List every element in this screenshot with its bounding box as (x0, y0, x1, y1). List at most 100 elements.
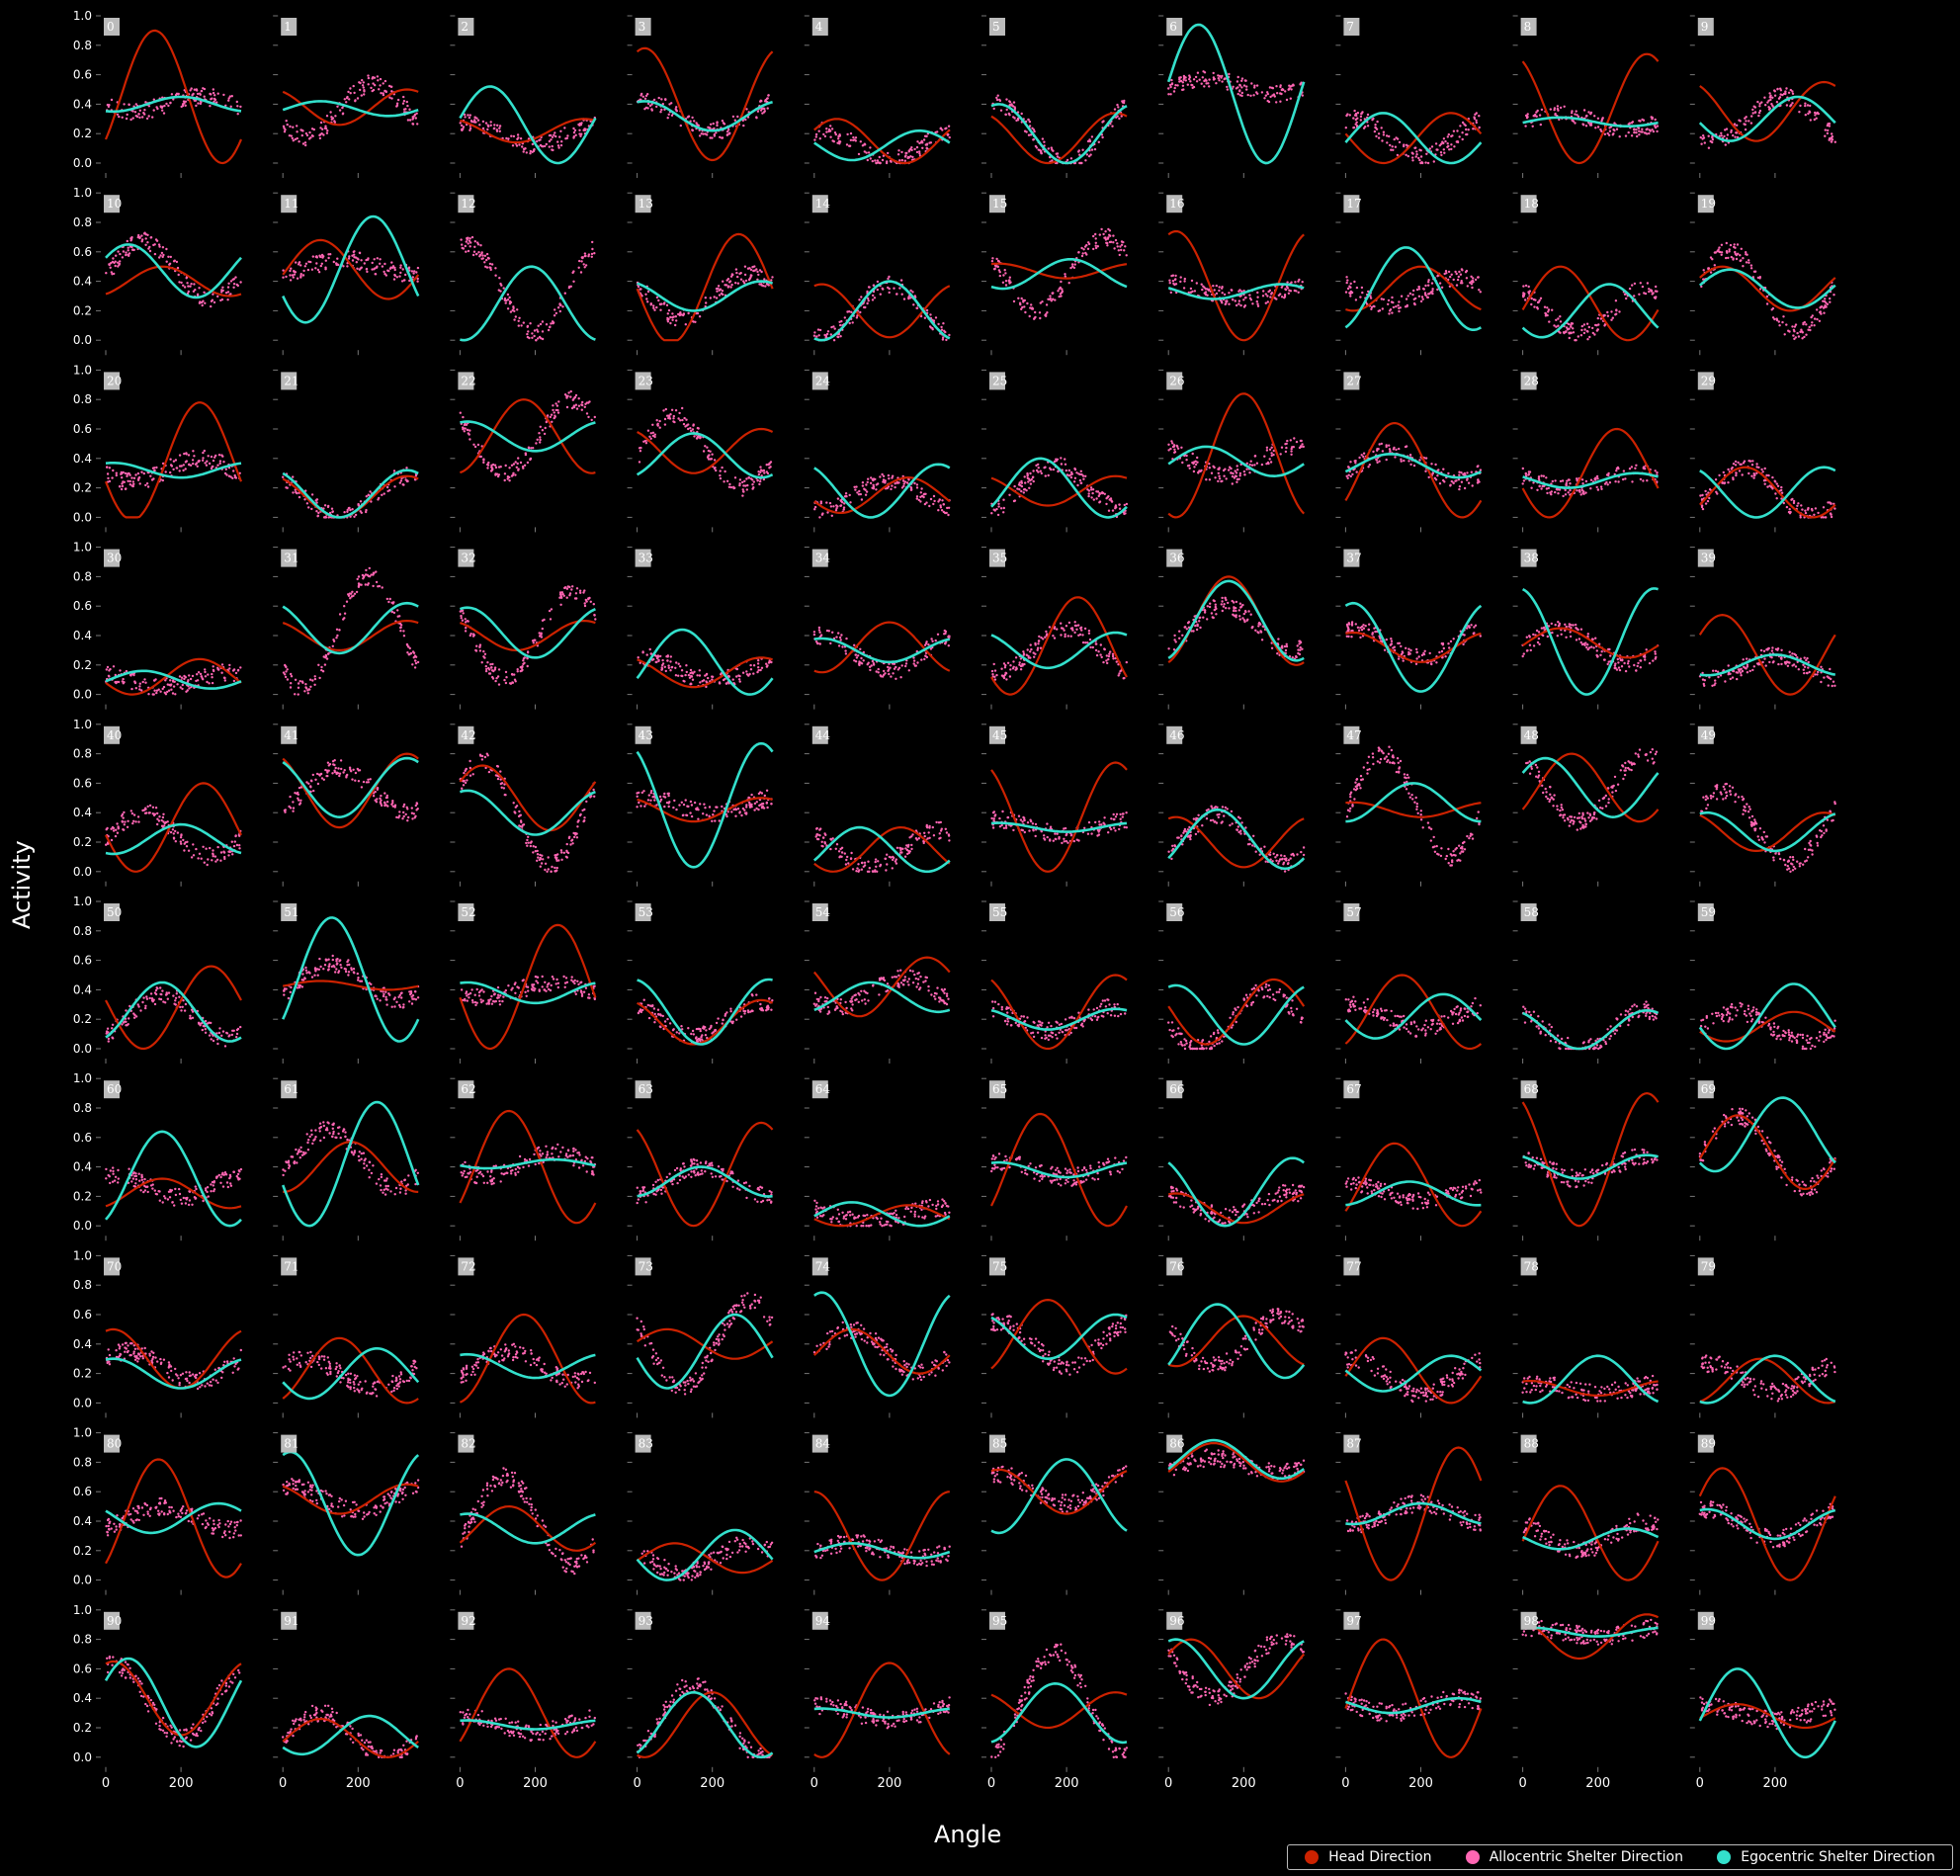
allocentric-point (1223, 293, 1227, 297)
allocentric-point (1434, 142, 1438, 145)
allocentric-point (181, 104, 185, 108)
allocentric-point (516, 137, 519, 140)
allocentric-point (412, 272, 415, 275)
allocentric-point (1614, 299, 1618, 302)
allocentric-point (127, 249, 129, 252)
allocentric-point (919, 500, 922, 503)
allocentric-point (1179, 280, 1182, 284)
allocentric-point (180, 676, 184, 679)
allocentric-point (895, 293, 898, 296)
allocentric-point (371, 261, 374, 265)
allocentric-point (367, 76, 371, 80)
allocentric-point (366, 270, 369, 274)
allocentric-point (391, 266, 394, 269)
allocentric-point (771, 276, 774, 279)
allocentric-point (1022, 491, 1026, 494)
allocentric-point (863, 150, 866, 153)
allocentric-point (907, 478, 910, 481)
allocentric-point (125, 487, 128, 490)
allocentric-point (1064, 463, 1067, 466)
allocentric-point (691, 128, 694, 131)
allocentric-points (636, 265, 774, 327)
allocentric-point (1268, 86, 1272, 89)
allocentric-point (1530, 302, 1533, 306)
allocentric-point (1026, 301, 1029, 305)
allocentric-point (130, 248, 134, 251)
allocentric-point (872, 487, 875, 490)
allocentric-point (706, 456, 710, 459)
allocentric-point (1107, 495, 1110, 498)
allocentric-point (506, 475, 510, 478)
allocentric-point (1460, 471, 1463, 474)
allocentric-point (1043, 467, 1046, 469)
allocentric-point (348, 255, 351, 258)
allocentric-point (1596, 328, 1599, 331)
allocentric-point (1406, 295, 1409, 298)
allocentric-point (508, 296, 511, 299)
allocentric-point (1409, 463, 1412, 467)
allocentric-point (1804, 509, 1807, 512)
allocentric-point (1571, 110, 1574, 113)
allocentric-point (467, 249, 470, 253)
allocentric-point (1349, 461, 1352, 464)
allocentric-point (1032, 475, 1035, 478)
allocentric-point (510, 464, 514, 467)
allocentric-point (223, 471, 227, 475)
allocentric-point (1773, 89, 1776, 92)
allocentric-point (1200, 283, 1203, 286)
allocentric-point (121, 256, 125, 259)
allocentric-point (1024, 310, 1027, 314)
allocentric-point (378, 496, 381, 500)
allocentric-points (813, 122, 951, 165)
allocentric-point (658, 419, 661, 423)
allocentric-point (855, 316, 859, 319)
allocentric-point (1550, 490, 1554, 493)
allocentric-point (198, 287, 201, 290)
allocentric-point (1347, 473, 1350, 476)
allocentric-point (1125, 254, 1128, 257)
allocentric-point (1044, 474, 1048, 477)
allocentric-point (1204, 293, 1208, 297)
allocentric-point (1090, 496, 1093, 499)
allocentric-point (1585, 114, 1588, 118)
allocentric-point (1539, 123, 1543, 127)
allocentric-point (351, 508, 354, 511)
allocentric-point (906, 155, 910, 159)
allocentric-point (1430, 145, 1434, 148)
allocentric-point (869, 157, 872, 160)
allocentric-point (354, 100, 357, 103)
allocentric-point (552, 148, 554, 152)
allocentric-point (416, 123, 419, 126)
allocentric-point (1769, 94, 1772, 97)
y-tick-label: 0.6 (73, 422, 92, 436)
allocentric-point (1830, 140, 1833, 143)
allocentric-point (1176, 445, 1179, 448)
allocentric-point (1078, 478, 1082, 482)
allocentric-point (373, 76, 377, 79)
allocentric-point (713, 296, 716, 298)
allocentric-point (1194, 463, 1198, 467)
allocentric-point (1248, 471, 1251, 474)
allocentric-point (1725, 256, 1728, 260)
allocentric-point (321, 128, 324, 130)
allocentric-point (756, 110, 760, 113)
allocentric-point (817, 334, 820, 337)
allocentric-point (493, 124, 496, 127)
allocentric-point (1376, 448, 1379, 451)
allocentric-point (1807, 506, 1810, 510)
allocentric-point (117, 261, 120, 264)
allocentric-point (466, 238, 469, 241)
allocentric-point (476, 243, 480, 246)
allocentric-point (1818, 319, 1822, 322)
allocentric-point (216, 92, 219, 95)
allocentric-point (355, 261, 358, 264)
allocentric-point (482, 458, 485, 461)
panel-13: 13 (627, 192, 774, 356)
allocentric-point (490, 464, 493, 467)
allocentric-point (390, 97, 393, 100)
allocentric-point (875, 488, 878, 491)
allocentric-point (572, 280, 575, 283)
egocentric-curve (990, 103, 1128, 165)
panel-label: 4 (815, 20, 823, 34)
allocentric-point (1809, 104, 1812, 108)
